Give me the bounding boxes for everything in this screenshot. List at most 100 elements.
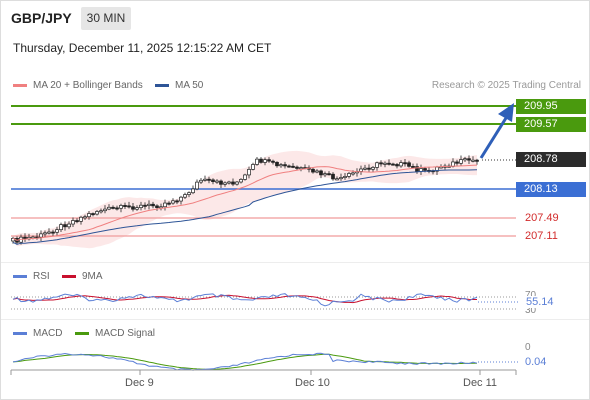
price-label-209-57: 209.57 xyxy=(516,117,586,132)
x-label-dec9: Dec 9 xyxy=(125,377,154,389)
rsi-swatch xyxy=(13,275,27,278)
candle-body xyxy=(287,165,291,168)
candle-body xyxy=(151,203,155,207)
candle-body xyxy=(143,204,147,207)
candle-body xyxy=(187,192,191,195)
candle-body xyxy=(91,213,95,216)
rsi-lower-label: 30 xyxy=(525,305,537,316)
candle-body xyxy=(163,202,167,208)
symbol-title: GBP/JPY xyxy=(11,10,72,26)
candle-body xyxy=(115,207,119,210)
macd-label: MACD xyxy=(33,328,63,339)
candle-body xyxy=(475,159,479,162)
candle-body xyxy=(67,223,71,228)
candle-body xyxy=(39,233,43,238)
candle-body xyxy=(147,203,151,206)
candle-body xyxy=(247,169,251,176)
rsi-line xyxy=(12,293,478,307)
rsi-separator xyxy=(1,262,589,263)
ma20-label: MA 20 + Bollinger Bands xyxy=(33,80,143,91)
support-label-207-49: 207.49 xyxy=(525,212,559,224)
candle-body xyxy=(263,159,267,163)
ma20-swatch xyxy=(13,84,27,87)
macd-line xyxy=(12,352,478,371)
candle-body xyxy=(359,168,363,172)
macd-zero-label: 0 xyxy=(525,342,531,353)
candle-body xyxy=(331,173,335,180)
legend-macd-signal: MACD Signal xyxy=(75,328,155,339)
candle-body xyxy=(79,216,83,222)
credit-text: Research © 2025 Trading Central xyxy=(431,80,581,91)
candle-body xyxy=(459,159,463,164)
candle-body xyxy=(319,170,323,176)
candle-body xyxy=(191,188,195,194)
candle-body xyxy=(267,159,271,162)
candle-body xyxy=(47,231,51,234)
ma20-line xyxy=(12,164,478,241)
candle-body xyxy=(371,167,375,170)
candle-body xyxy=(71,220,75,225)
rsi-upper-label: 70 xyxy=(525,290,536,301)
candle-body xyxy=(411,165,415,168)
candle-body xyxy=(119,205,123,209)
macd-signal-line xyxy=(12,353,478,370)
candle-body xyxy=(83,216,87,219)
candle-body xyxy=(463,158,467,161)
x-label-dec11: Dec 11 xyxy=(463,377,498,389)
candle-body xyxy=(335,178,339,181)
candle-body xyxy=(323,173,327,176)
candle-body xyxy=(103,208,107,212)
candle-body xyxy=(51,231,55,234)
rsi-value-label: 55.14 xyxy=(525,296,555,308)
candle-body xyxy=(227,181,231,184)
candle-body xyxy=(343,176,347,178)
candle-body xyxy=(95,211,99,215)
candle-body xyxy=(275,161,279,167)
x-label-dec10: Dec 10 xyxy=(295,377,330,389)
candle-body xyxy=(383,162,387,165)
candle-body xyxy=(207,178,211,181)
legend-ma50: MA 50 xyxy=(155,80,203,91)
candle-body xyxy=(111,206,115,209)
pivot-label: 208.13 xyxy=(516,182,586,197)
candle-body xyxy=(59,224,63,231)
candle-body xyxy=(123,205,127,207)
candle-body xyxy=(251,164,255,170)
candle-body xyxy=(423,168,427,171)
support-label-207-11: 207.11 xyxy=(525,230,558,242)
ma50-label: MA 50 xyxy=(175,80,204,91)
candle-body xyxy=(407,162,411,167)
candle-body xyxy=(195,181,199,190)
candle-body xyxy=(375,162,379,168)
candle-body xyxy=(175,200,179,203)
price-label-209-95: 209.95 xyxy=(516,99,586,114)
legend-rsi-ma: 9MA xyxy=(62,271,103,282)
candle-body xyxy=(231,181,235,185)
candle-body xyxy=(55,229,59,233)
candle-body xyxy=(291,165,295,168)
candle-body xyxy=(415,166,419,172)
candle-body xyxy=(395,164,399,167)
candle-body xyxy=(211,179,215,182)
candle-body xyxy=(387,162,391,165)
candle-body xyxy=(43,232,47,235)
candle-body xyxy=(271,160,275,163)
candle-body xyxy=(339,177,343,180)
rsi-ma-label: 9MA xyxy=(82,271,103,282)
forecast-arrow-shaft xyxy=(479,117,508,159)
candle-body xyxy=(379,162,383,165)
last-price-label: 208.78 xyxy=(516,152,586,167)
candle-body xyxy=(75,220,79,223)
candle-body xyxy=(223,182,227,185)
candle-body xyxy=(239,179,243,183)
candle-body xyxy=(139,204,143,209)
candle-body xyxy=(367,167,371,170)
timeframe-button[interactable]: 30 MIN xyxy=(81,7,131,30)
candle-body xyxy=(363,167,367,170)
candle-body xyxy=(255,158,259,165)
candle-body xyxy=(183,194,187,198)
candle-body xyxy=(419,168,423,172)
timestamp: Thursday, December 11, 2025 12:15:22 AM … xyxy=(13,41,272,55)
rsi-ma-swatch xyxy=(62,275,76,278)
